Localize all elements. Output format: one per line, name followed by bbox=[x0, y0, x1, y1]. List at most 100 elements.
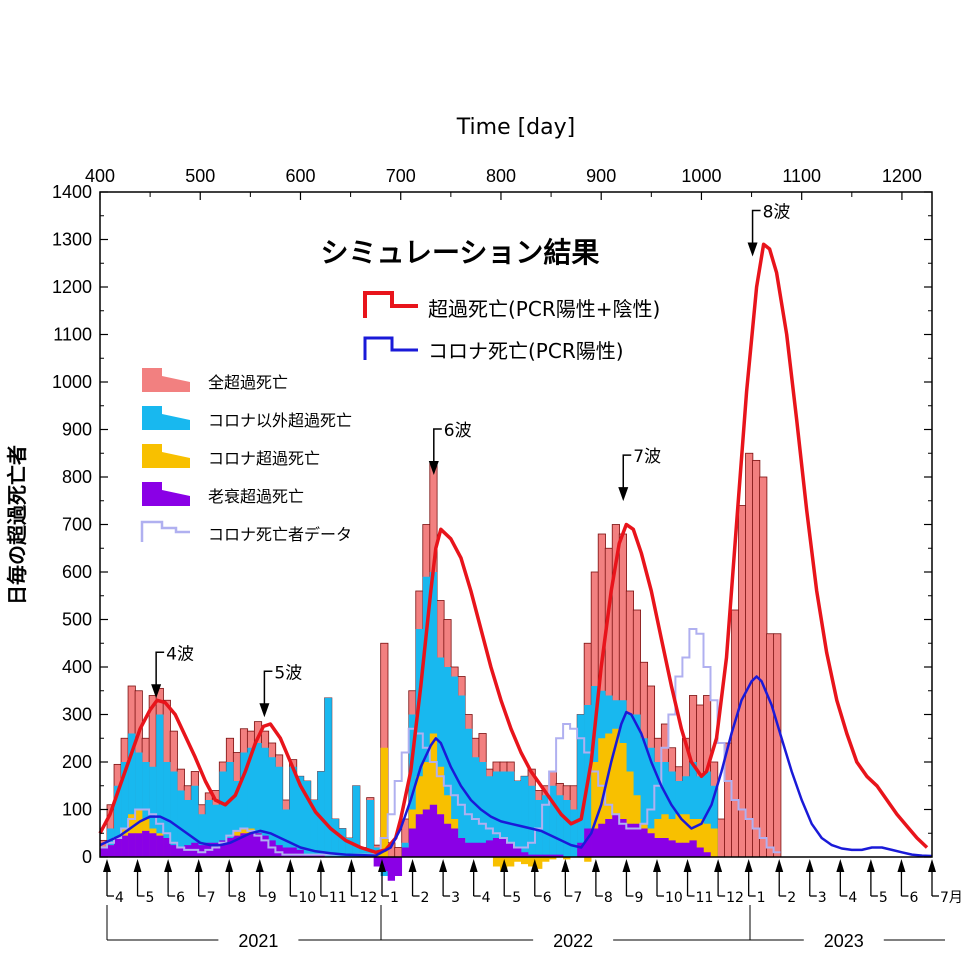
bar-3-86 bbox=[703, 852, 711, 857]
month-label-19: 11 bbox=[696, 890, 714, 906]
wave-label-0: 4波 bbox=[166, 644, 194, 664]
bar-3-72 bbox=[605, 819, 613, 857]
bar-1-23 bbox=[261, 747, 269, 857]
bar-3-55 bbox=[485, 840, 494, 857]
bar-2-85 bbox=[696, 819, 704, 857]
bar-0-92 bbox=[745, 452, 754, 858]
bar-3-43 bbox=[401, 847, 410, 857]
bar-0-94 bbox=[759, 476, 768, 858]
bar-3-42 bbox=[394, 857, 403, 876]
month-label-1: 5 bbox=[146, 890, 155, 906]
month-arrow-head-14 bbox=[530, 859, 539, 872]
month-arrow-head-18 bbox=[653, 859, 661, 872]
bar-legend-label-total: 全超過死亡 bbox=[208, 373, 288, 392]
bar-1-32 bbox=[324, 697, 332, 857]
y-tick-label-1200: 1200 bbox=[52, 277, 92, 297]
month-arrow-head-19 bbox=[683, 859, 692, 872]
bar-1-68 bbox=[577, 714, 585, 857]
bar-legend-swatch-data bbox=[140, 520, 190, 542]
month-label-0: 4 bbox=[115, 890, 124, 906]
month-label-25: 5 bbox=[879, 890, 888, 906]
bar-3-9 bbox=[163, 838, 171, 857]
bar-1-80 bbox=[661, 762, 669, 857]
bar-3-44 bbox=[408, 828, 417, 857]
bar-1-31 bbox=[317, 771, 325, 857]
month-label-6: 10 bbox=[298, 890, 316, 906]
y-tick-label-1100: 1100 bbox=[53, 325, 92, 345]
bar-1-85 bbox=[696, 776, 704, 857]
bar-1-47 bbox=[429, 572, 438, 857]
bar-3-31 bbox=[317, 854, 325, 857]
bar-legend-swatch-covid bbox=[142, 444, 190, 468]
month-arrow-head-2 bbox=[164, 859, 173, 872]
month-arrow-head-26 bbox=[897, 859, 906, 872]
bar-3-77 bbox=[640, 828, 648, 857]
wave-arrow-line-3 bbox=[622, 454, 632, 496]
month-label-12: 4 bbox=[482, 890, 491, 906]
bar-3-85 bbox=[696, 847, 704, 857]
wave-annotations: 4波 5波 6波 7波 8波 bbox=[151, 203, 790, 718]
wave-arrow-line-1 bbox=[263, 670, 273, 712]
month-label-18: 10 bbox=[665, 890, 683, 906]
wave-label-2: 6波 bbox=[444, 421, 472, 441]
bar-1-14 bbox=[198, 814, 206, 857]
month-arrow-head-25 bbox=[866, 859, 875, 872]
bar-1-56 bbox=[492, 771, 501, 857]
bar-1-48 bbox=[436, 657, 445, 857]
bar-1-66 bbox=[563, 800, 571, 857]
month-arrow-head-24 bbox=[836, 859, 845, 872]
month-label-15: 7 bbox=[573, 890, 582, 906]
bar-1-52 bbox=[464, 728, 473, 857]
bar-3-52 bbox=[464, 842, 473, 857]
month-label-3: 7 bbox=[207, 890, 216, 906]
month-label-22: 2 bbox=[787, 890, 796, 906]
bar-3-83 bbox=[682, 842, 690, 857]
bar-3-21 bbox=[247, 833, 255, 857]
bar-legend-label-data: コロナ死亡者データ bbox=[208, 525, 352, 544]
bar-3-20 bbox=[240, 833, 248, 857]
wave-arrow-line-2 bbox=[433, 428, 442, 469]
month-label-27: 7月 bbox=[940, 890, 963, 906]
month-label-8: 12 bbox=[359, 890, 377, 906]
bar-3-75 bbox=[626, 823, 634, 857]
bar-1-18 bbox=[226, 762, 234, 857]
month-arrow-head-15 bbox=[561, 859, 570, 872]
bar-2-80 bbox=[661, 814, 669, 857]
y-tick-label-400: 400 bbox=[62, 657, 92, 677]
simulation-lines-group bbox=[98, 242, 933, 858]
bar-3-48 bbox=[436, 814, 445, 857]
month-label-24: 4 bbox=[848, 890, 857, 906]
month-label-2: 6 bbox=[176, 890, 185, 906]
bar-3-78 bbox=[647, 833, 655, 857]
month-label-4: 8 bbox=[237, 890, 246, 906]
chart-title: シミュレーション結果 bbox=[321, 236, 600, 269]
month-arrow-head-11 bbox=[439, 859, 448, 872]
sim-line-1 bbox=[99, 675, 933, 858]
bar-2-82 bbox=[675, 814, 683, 857]
month-label-21: 1 bbox=[757, 890, 766, 906]
bar-3-65 bbox=[556, 854, 564, 857]
bar-2-83 bbox=[682, 814, 690, 857]
bar-3-74 bbox=[619, 819, 627, 857]
bar-3-54 bbox=[478, 842, 487, 857]
bar-3-27 bbox=[289, 847, 297, 857]
x-tick-label-1000: 1000 bbox=[681, 166, 721, 186]
bar-1-78 bbox=[647, 747, 655, 857]
wave-arrow-head-0 bbox=[151, 684, 162, 699]
bar-1-63 bbox=[542, 795, 550, 857]
month-arrow-head-16 bbox=[591, 859, 600, 872]
month-arrow-head-5 bbox=[255, 859, 264, 872]
x-tick-label-800: 800 bbox=[486, 166, 516, 186]
bar-3-70 bbox=[591, 828, 599, 857]
bar-2-48 bbox=[436, 766, 445, 857]
year-label-2022: 2022 bbox=[553, 931, 593, 951]
bar-3-45 bbox=[415, 814, 424, 857]
bar-3-16 bbox=[212, 842, 220, 857]
sim-legend-swatch-excess bbox=[363, 291, 418, 318]
bar-1-3 bbox=[121, 762, 129, 857]
bar-3-47 bbox=[429, 804, 438, 857]
month-label-26: 6 bbox=[909, 890, 918, 906]
bar-1-61 bbox=[528, 785, 536, 857]
month-label-20: 12 bbox=[726, 890, 744, 906]
bar-3-84 bbox=[689, 840, 697, 857]
